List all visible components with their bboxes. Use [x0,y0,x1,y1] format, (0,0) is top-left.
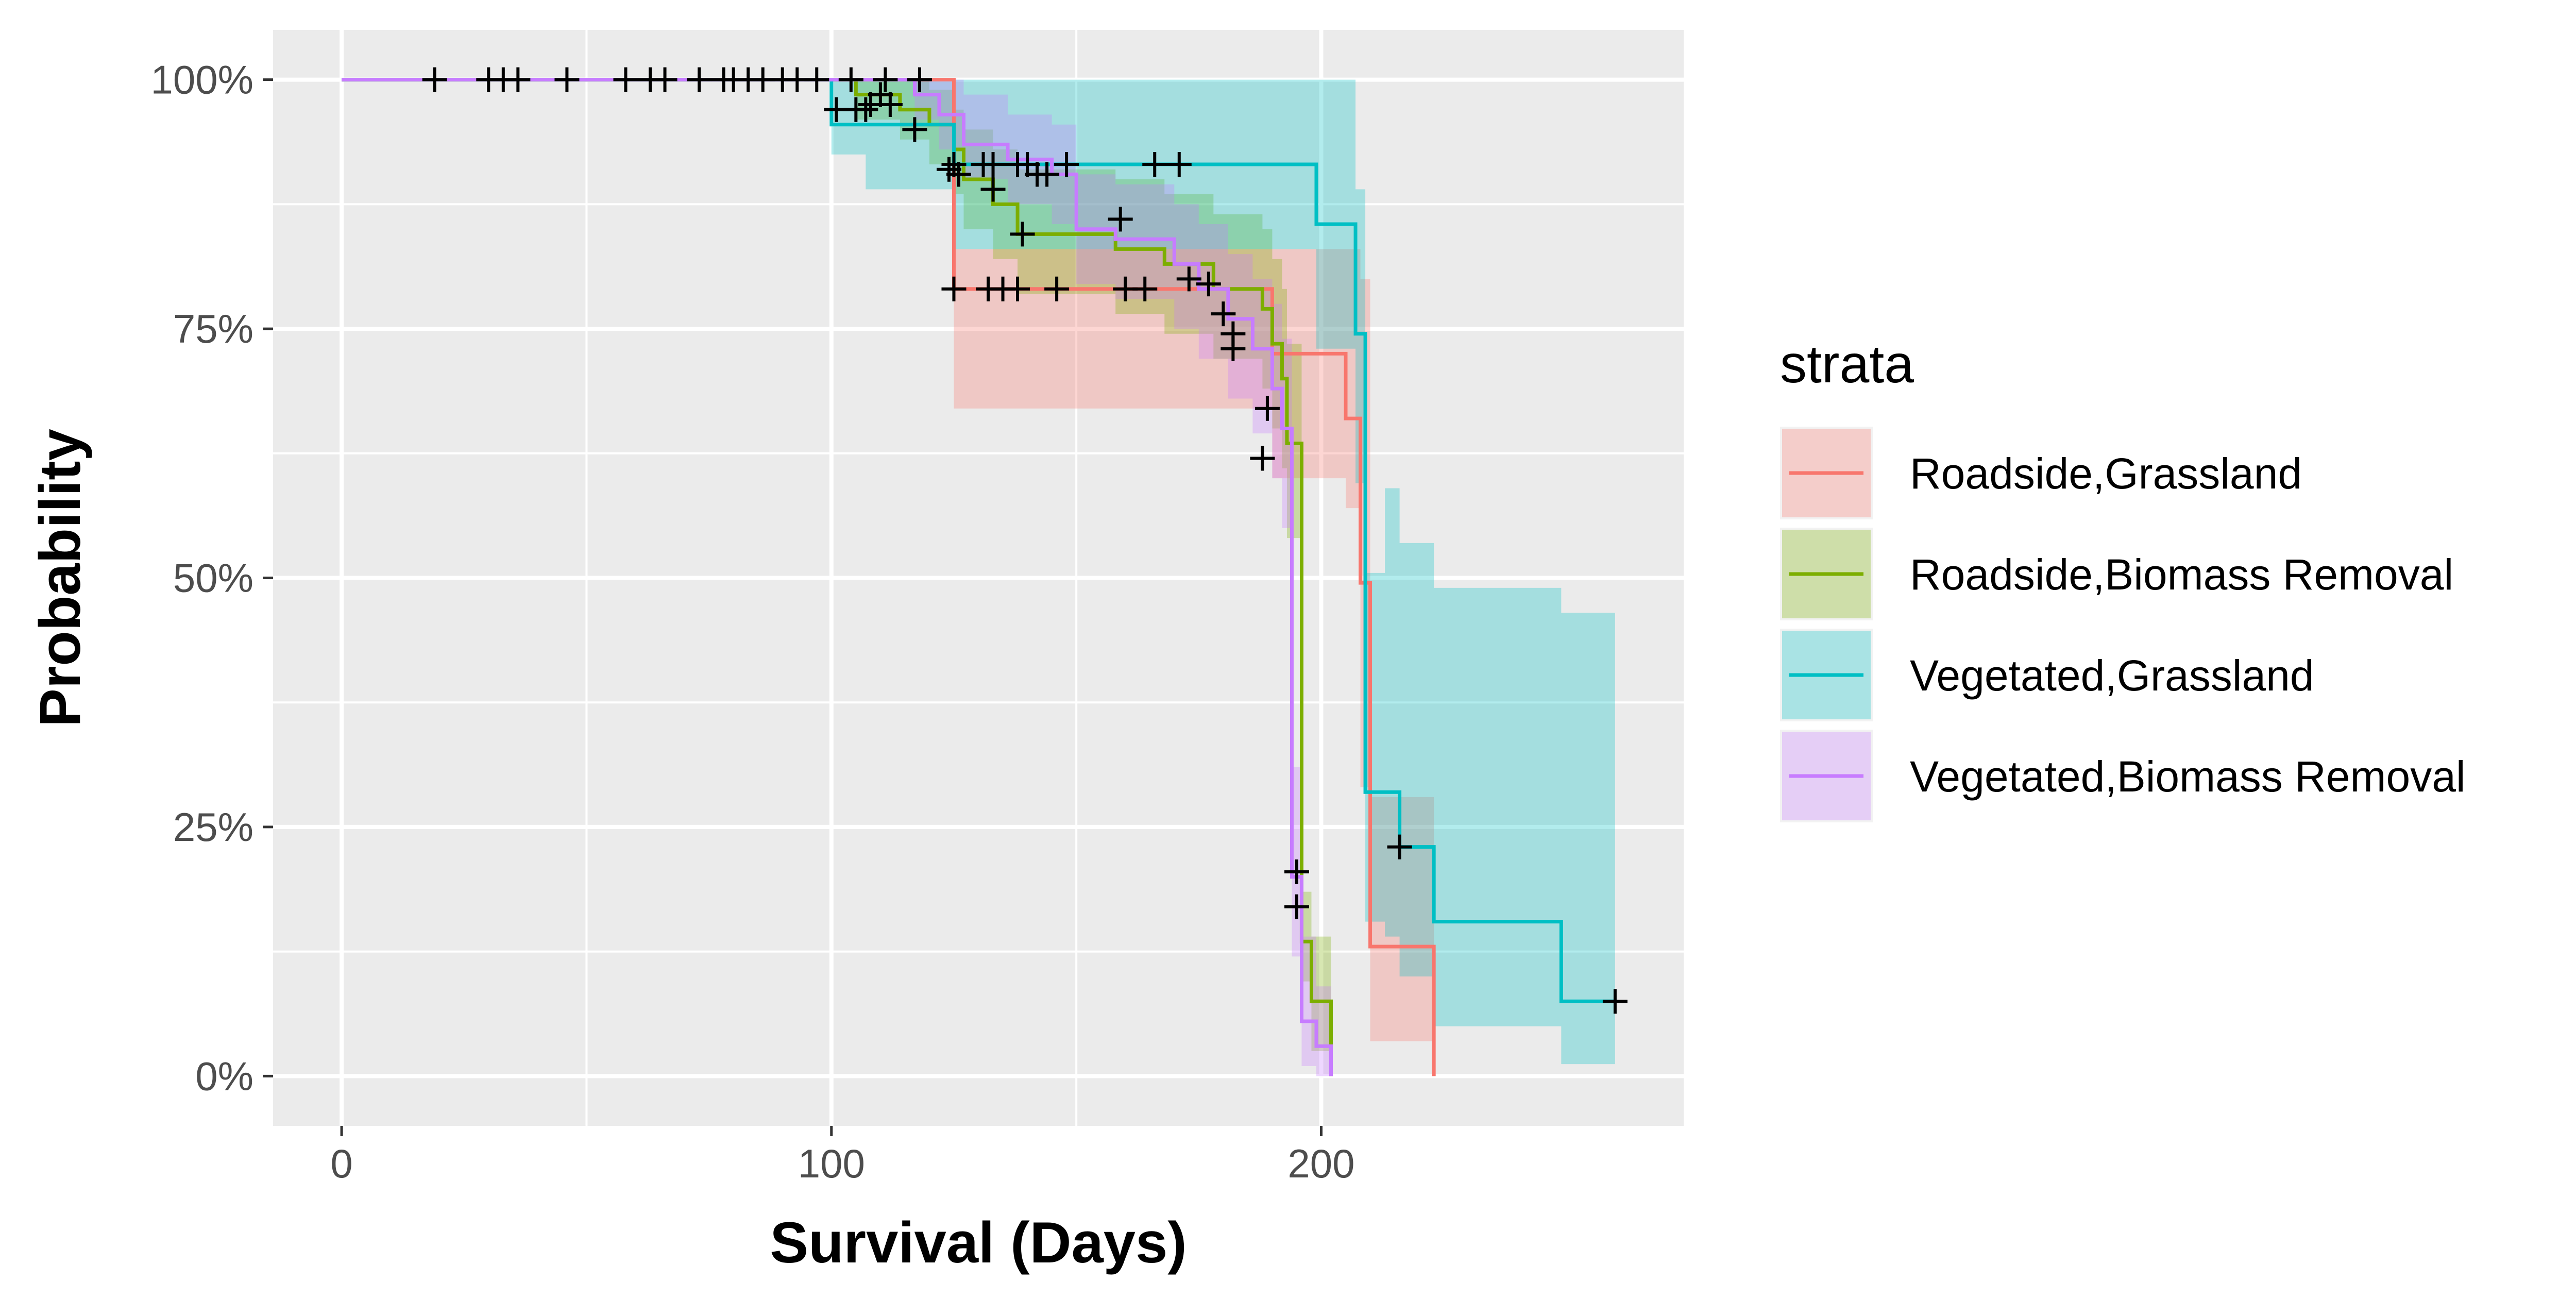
legend: strata Roadside,Grassland Roadside,Biomas… [1780,334,2466,822]
censor-mark [652,67,677,92]
censor-mark [1010,222,1035,247]
y-tick-label: 100% [151,57,254,103]
legend-label-roadside-grassland: Roadside,Grassland [1910,449,2302,498]
censor-mark [1211,301,1236,327]
axes: 0 100 200 0% 25% 50% 75% 100% [151,57,1355,1186]
x-axis-title: Survival (Days) [770,1210,1187,1275]
censor-mark [1035,162,1060,187]
censor-mark [1387,834,1412,859]
censor-mark [941,152,967,177]
censor-mark [1221,336,1246,361]
ci-band-vegetated-grassland [342,79,1615,1065]
censor-mark [1005,276,1030,301]
censor-mark [804,67,829,92]
censor-mark [1132,276,1158,301]
censor-mark [687,67,712,92]
confidence-bands [342,79,1615,1076]
legend-label-vegetated-grassland: Vegetated,Grassland [1910,651,2314,700]
legend-title: strata [1780,334,1914,394]
censor-mark [873,67,898,92]
censor-mark [1142,152,1167,177]
censor-mark [902,117,927,142]
y-tick-label: 50% [173,555,253,601]
censor-mark [838,67,863,92]
x-tick-label: 0 [330,1141,352,1186]
y-axis-title: Probability [28,429,92,727]
y-tick-label: 0% [195,1053,253,1099]
grid-major [273,30,1684,1126]
censor-mark [1044,276,1070,301]
x-tick-label: 200 [1287,1141,1354,1186]
censor-mark [907,67,932,92]
censor-mark [936,157,961,182]
censor-mark [980,177,1006,202]
censor-mark [1176,266,1201,292]
survival-curve-vegetated-grassland [342,78,1615,1003]
legend-label-vegetated-biomass-removal: Vegetated,Biomass Removal [1910,752,2466,801]
censor-mark [877,92,903,117]
censor-mark [1602,989,1628,1014]
censor-mark [1196,272,1221,297]
x-tick-label: 100 [798,1141,865,1186]
censor-mark [613,67,638,92]
y-tick-label: 25% [173,804,253,850]
y-tick-label: 75% [173,306,253,351]
censor-mark [1284,894,1309,919]
censor-mark [505,67,531,92]
censor-mark [971,152,996,177]
censor-mark [554,67,580,92]
censor-mark [946,162,971,187]
censor-mark [1108,207,1133,232]
survival-curve-vegetated-biomass-removal [342,78,1333,1076]
censor-mark [1250,446,1275,471]
ci-band-roadside-grassland [342,79,1434,1076]
censor-mark [1054,152,1079,177]
censor-mark [941,276,967,301]
censor-mark [843,97,869,122]
censor-mark [868,82,893,107]
censor-mark [422,67,447,92]
censor-mark [1166,152,1192,177]
censor-mark [1284,859,1309,884]
censor-mark [1255,396,1280,421]
legend-label-roadside-biomass-removal: Roadside,Biomass Removal [1910,550,2453,599]
censor-mark [1015,152,1040,177]
censor-marks [422,67,1628,1014]
